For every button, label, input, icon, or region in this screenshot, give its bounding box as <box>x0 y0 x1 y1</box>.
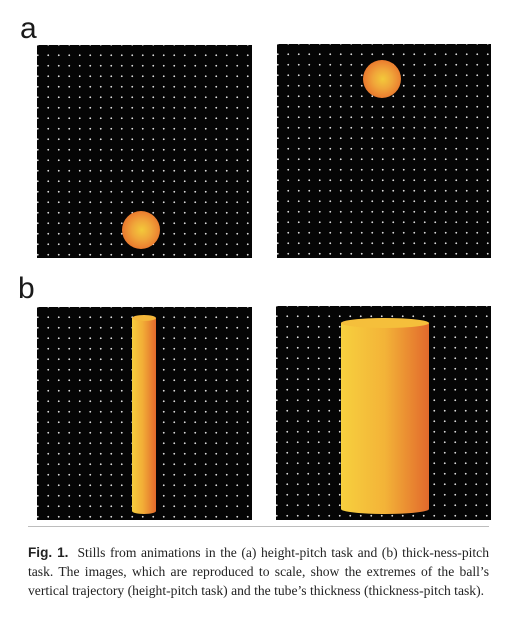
height-task-still-low <box>37 45 252 258</box>
thickness-task-still-thin <box>37 307 252 520</box>
ball-low <box>122 211 160 249</box>
caption-divider <box>28 526 489 527</box>
ball-high <box>363 60 401 98</box>
tube-thick <box>341 318 429 514</box>
thickness-task-still-thick <box>276 306 491 520</box>
caption-body: Stills from animations in the (a) height… <box>28 545 489 598</box>
tube-thin <box>132 315 156 514</box>
figure-caption: Fig. 1. Stills from animations in the (a… <box>28 543 489 600</box>
panel-label-b: b <box>18 274 35 304</box>
caption-lead: Fig. 1. <box>28 545 68 560</box>
panel-label-a: a <box>20 14 37 44</box>
height-task-still-high <box>277 44 491 258</box>
